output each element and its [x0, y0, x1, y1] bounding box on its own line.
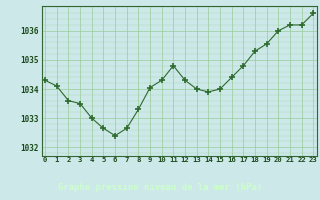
Text: Graphe pression niveau de la mer (hPa): Graphe pression niveau de la mer (hPa): [58, 182, 262, 192]
